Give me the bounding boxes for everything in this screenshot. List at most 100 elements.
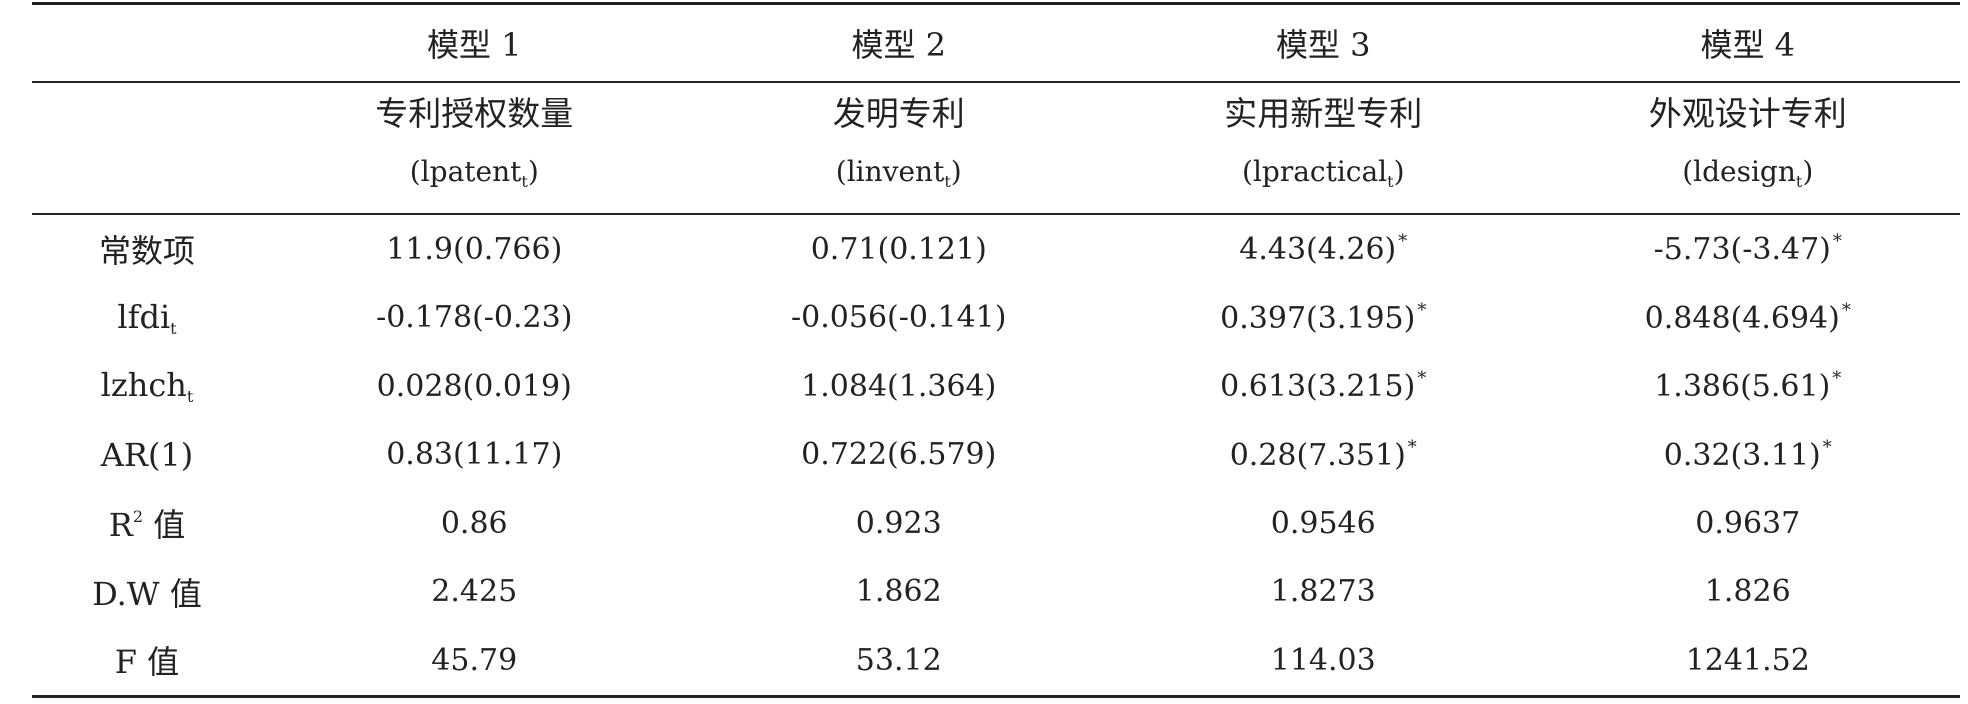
variable-name: 专利授权数量 xyxy=(375,94,574,133)
model-header: 模型 3 xyxy=(1275,26,1371,64)
coefficient-value: 1.084(1.364) xyxy=(801,368,997,404)
coefficient-value: 1.826 xyxy=(1704,574,1791,610)
coefficient-value: -0.178(-0.23) xyxy=(376,300,573,336)
variable-code: (ldesignt) xyxy=(1682,155,1814,191)
variable-code: (linventt) xyxy=(835,155,962,191)
coefficient-value: 114.03 xyxy=(1270,642,1376,678)
significance-marker: * xyxy=(1417,299,1427,321)
coefficient-value: 1.8273 xyxy=(1270,574,1376,610)
model-header: 模型 2 xyxy=(851,26,947,64)
model-header: 模型 4 xyxy=(1700,26,1796,64)
corner-cell xyxy=(32,82,262,214)
coefficient-cell: 0.397(3.195) * xyxy=(1111,284,1536,353)
variable-name: 实用新型专利 xyxy=(1224,94,1423,133)
coefficient-value: 0.397(3.195) xyxy=(1220,300,1416,336)
variable-name: 发明专利 xyxy=(832,94,965,133)
coefficient-value: 45.79 xyxy=(431,642,518,678)
significance-marker: * xyxy=(1832,231,1842,253)
table-row: AR(1) 0.83(11.17) 0.722(6.579) 0.28(7.351) *… xyxy=(32,421,1960,490)
coefficient-value: 53.12 xyxy=(855,642,942,678)
coefficient-cell: 114.03 xyxy=(1111,626,1536,696)
coefficient-value: 0.613(3.215) xyxy=(1220,369,1416,405)
coefficient-cell: 0.722(6.579) xyxy=(687,421,1112,490)
coefficient-cell: 0.613(3.215) * xyxy=(1111,352,1536,421)
row-label: D.W 值 xyxy=(92,574,202,613)
corner-cell xyxy=(32,4,262,83)
coefficient-value: 0.923 xyxy=(855,505,942,541)
coefficient-value: 0.83(11.17) xyxy=(386,437,563,473)
coefficient-cell: -0.178(-0.23) xyxy=(262,284,687,353)
coefficient-cell: 1.386(5.61) * xyxy=(1536,352,1961,421)
table-row: lzhcht 0.028(0.019) 1.084(1.364) 0.613(3.21… xyxy=(32,352,1960,421)
dependent-variable-header: 发明专利 (linventt) xyxy=(687,82,1112,214)
significance-marker: * xyxy=(1841,299,1851,321)
coefficient-value: 4.43(4.26) xyxy=(1239,232,1397,268)
coefficient-value: -0.056(-0.141) xyxy=(791,300,1007,336)
coefficient-cell: 0.923 xyxy=(687,489,1112,558)
dependent-variable-header: 专利授权数量 (lpatentt) xyxy=(262,82,687,214)
significance-marker: * xyxy=(1398,231,1408,253)
table-row: D.W 值 2.425 1.862 1.8273 1.826 xyxy=(32,558,1960,627)
coefficient-cell: 2.425 xyxy=(262,558,687,627)
coefficient-value: 0.71(0.121) xyxy=(810,231,987,267)
table-row: F 值 45.79 53.12 114.03 1241.52 xyxy=(32,626,1960,696)
variable-code: (lpracticalt) xyxy=(1242,155,1405,191)
coefficient-cell: 11.9(0.766) xyxy=(262,214,687,284)
coefficient-cell: 53.12 xyxy=(687,626,1112,696)
table-row: lfdit -0.178(-0.23) -0.056(-0.141) 0.397(3.… xyxy=(32,284,1960,353)
significance-marker: * xyxy=(1417,368,1427,390)
coefficient-value: 11.9(0.766) xyxy=(386,231,563,267)
coefficient-cell: 1241.52 xyxy=(1536,626,1961,696)
row-label: R2 值 xyxy=(108,506,186,545)
coefficient-cell: 45.79 xyxy=(262,626,687,696)
coefficient-cell: 1.826 xyxy=(1536,558,1961,627)
coefficient-value: 1.862 xyxy=(855,574,942,610)
coefficient-cell: 1.084(1.364) xyxy=(687,352,1112,421)
significance-marker: * xyxy=(1407,436,1417,458)
coefficient-cell: 0.848(4.694) * xyxy=(1536,284,1961,353)
model-header-row: 模型 1 模型 2 模型 3 模型 4 xyxy=(32,3,1960,83)
coefficient-cell: 0.28(7.351) * xyxy=(1111,421,1536,490)
table-row: 常数项 11.9(0.766) 0.71(0.121) 4.43(4.26) * -5.7… xyxy=(32,214,1960,284)
coefficient-cell: 0.32(3.11) * xyxy=(1536,421,1961,490)
dependent-variable-row: 专利授权数量 (lpatentt) 发明专利 (linventt) 实用新型专利… xyxy=(32,82,1960,214)
row-label: AR(1) xyxy=(100,435,194,474)
coefficient-cell: 0.028(0.019) xyxy=(262,352,687,421)
coefficient-cell: -5.73(-3.47) * xyxy=(1536,214,1961,284)
coefficient-value: 0.9637 xyxy=(1695,505,1801,541)
coefficient-cell: 0.9546 xyxy=(1111,489,1536,558)
coefficient-cell: 0.9637 xyxy=(1536,489,1961,558)
coefficient-value: 1.386(5.61) xyxy=(1654,369,1831,405)
coefficient-cell: 0.86 xyxy=(262,489,687,558)
coefficient-cell: -0.056(-0.141) xyxy=(687,284,1112,353)
significance-marker: * xyxy=(1832,368,1842,390)
table-body: 常数项 11.9(0.766) 0.71(0.121) 4.43(4.26) * -5.7… xyxy=(32,214,1960,696)
coefficient-value: 0.32(3.11) xyxy=(1663,437,1821,473)
variable-name: 外观设计专利 xyxy=(1648,94,1847,133)
coefficient-value: 0.9546 xyxy=(1270,505,1376,541)
coefficient-value: 0.028(0.019) xyxy=(376,368,572,404)
coefficient-value: 0.722(6.579) xyxy=(801,437,997,473)
coefficient-cell: 4.43(4.26) * xyxy=(1111,214,1536,284)
table-row: R2 值 0.86 0.923 0.9546 0.9637 xyxy=(32,489,1960,558)
significance-marker: * xyxy=(1822,436,1832,458)
coefficient-value: 1241.52 xyxy=(1685,642,1810,678)
row-label: 常数项 xyxy=(98,232,195,271)
coefficient-value: -5.73(-3.47) xyxy=(1653,232,1831,268)
row-label: lfdit xyxy=(117,297,177,338)
coefficient-value: 0.86 xyxy=(440,505,508,541)
coefficient-cell: 0.71(0.121) xyxy=(687,214,1112,284)
row-label: lzhcht xyxy=(100,366,194,407)
dependent-variable-header: 外观设计专利 (ldesignt) xyxy=(1536,82,1961,214)
coefficient-cell: 1.862 xyxy=(687,558,1112,627)
model-header: 模型 1 xyxy=(426,26,522,64)
coefficient-cell: 0.83(11.17) xyxy=(262,421,687,490)
coefficient-value: 0.848(4.694) xyxy=(1644,300,1840,336)
row-label: F 值 xyxy=(114,643,180,682)
coefficient-value: 2.425 xyxy=(431,574,518,610)
variable-code: (lpatentt) xyxy=(409,155,539,191)
dependent-variable-header: 实用新型专利 (lpracticalt) xyxy=(1111,82,1536,214)
coefficient-value: 0.28(7.351) xyxy=(1229,437,1406,473)
coefficient-cell: 1.8273 xyxy=(1111,558,1536,627)
